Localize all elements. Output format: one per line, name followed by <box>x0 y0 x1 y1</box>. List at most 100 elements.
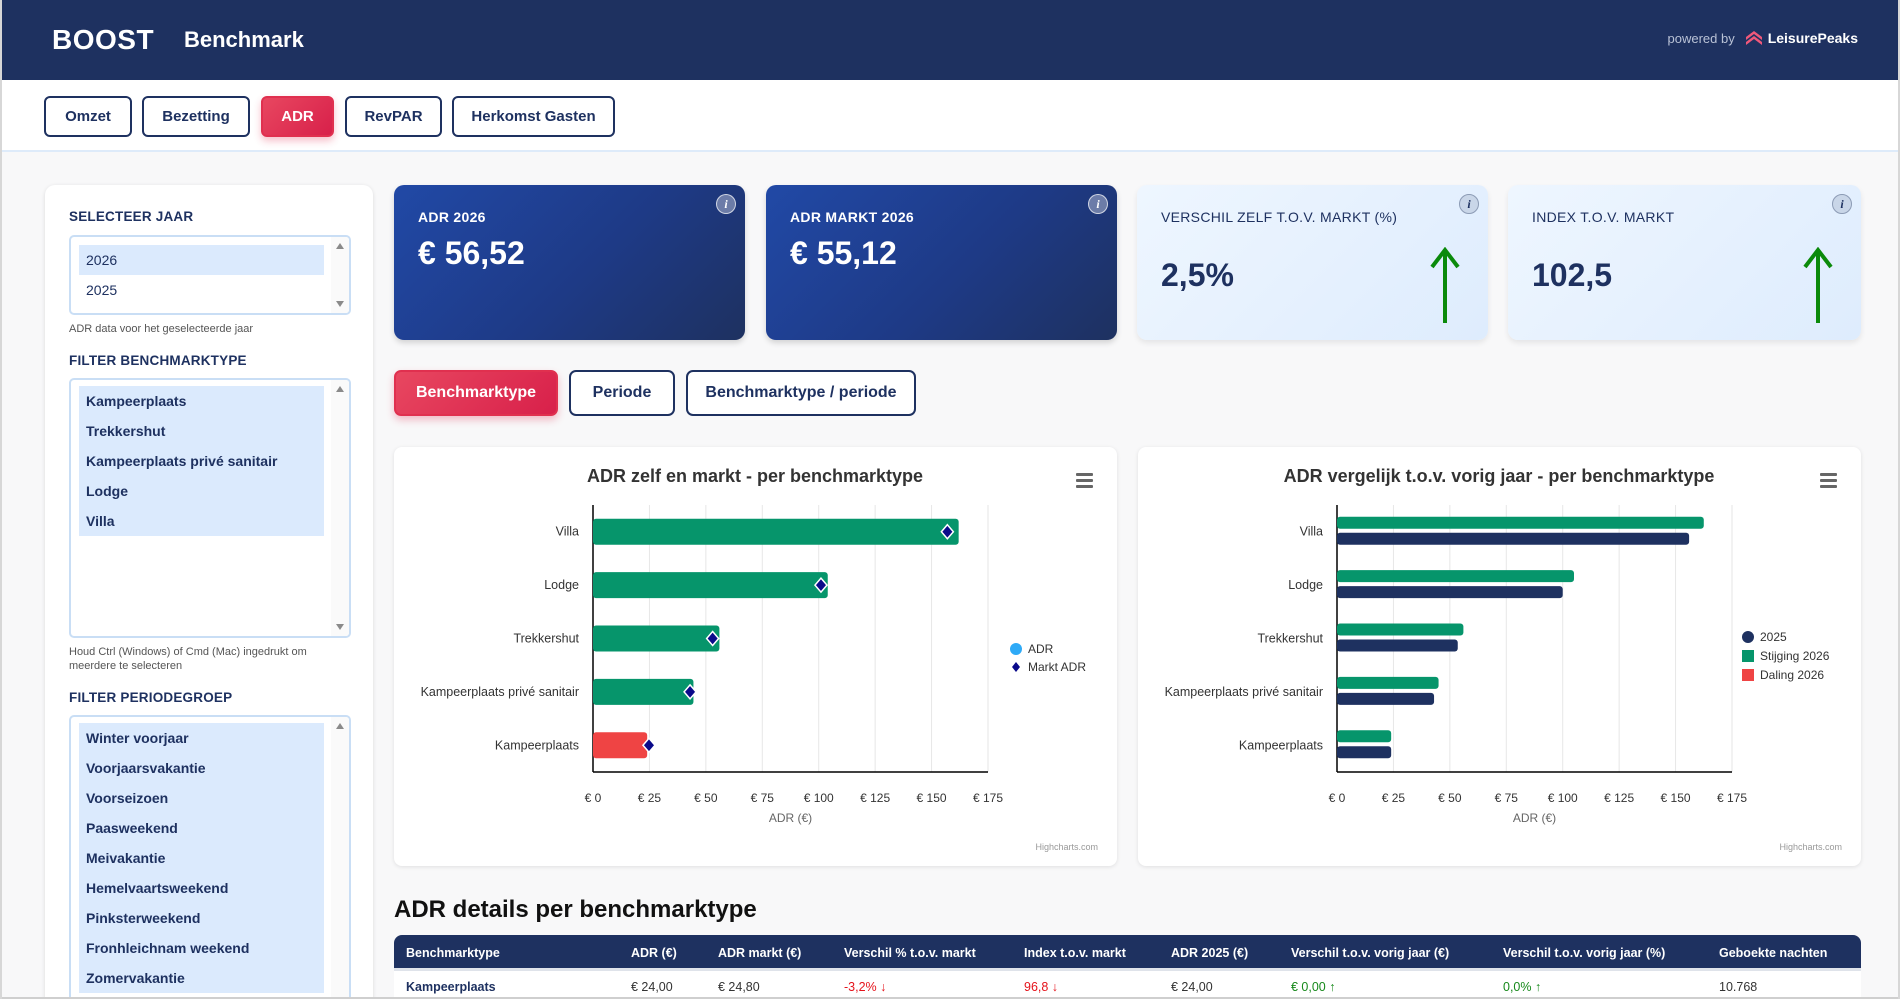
x-tick-label: € 75 <box>751 791 775 805</box>
benchmarktype-scrollbar[interactable] <box>331 380 349 636</box>
benchmarktype-label: FILTER BENCHMARKTYPE <box>69 353 247 368</box>
legend-symbol <box>1012 662 1020 672</box>
kpi-label: ADR 2026 <box>418 209 486 225</box>
column-header[interactable]: Benchmarktype <box>406 946 500 960</box>
y-category-label: Kampeerplaats privé sanitair <box>1165 685 1323 699</box>
scroll-up-icon[interactable] <box>336 386 344 392</box>
marker-markt-adr <box>940 523 955 540</box>
column-header[interactable]: ADR markt (€) <box>718 946 802 960</box>
kpi-card-adr: ADR 2026 € 56,52 i <box>394 185 745 340</box>
bar-adr <box>593 678 694 705</box>
bar-2026 <box>1337 623 1464 636</box>
tab-herkomst-gasten[interactable]: Herkomst Gasten <box>452 96 615 137</box>
bar-2025 <box>1337 532 1690 545</box>
column-header[interactable]: Verschil t.o.v. vorig jaar (€) <box>1291 946 1450 960</box>
page-title: Benchmark <box>184 27 304 52</box>
cell-index-markt: 96,8 ↓ <box>1024 980 1059 994</box>
x-tick-label: € 175 <box>973 791 1003 805</box>
benchmarktype-option[interactable]: Kampeerplaats privé sanitair <box>79 446 324 476</box>
tab-bezetting[interactable]: Bezetting <box>142 96 250 137</box>
trend-up-arrow-icon <box>1430 247 1460 323</box>
marker-markt-adr <box>813 576 828 594</box>
info-icon[interactable]: i <box>1832 194 1852 214</box>
periodegroep-option[interactable]: Voorjaarsvakantie <box>79 753 324 783</box>
brand-logo: BOOST <box>52 24 155 55</box>
benchmarktype-option[interactable]: Lodge <box>79 476 324 506</box>
info-icon[interactable]: i <box>1459 194 1479 214</box>
x-tick-label: € 0 <box>1329 791 1346 805</box>
scroll-up-icon[interactable] <box>336 243 344 249</box>
scroll-up-icon[interactable] <box>336 723 344 729</box>
bar-adr <box>593 572 828 599</box>
benchmarktype-option[interactable]: Kampeerplaats <box>79 386 324 416</box>
cell-adr: € 24,00 <box>631 980 673 994</box>
periodegroep-option[interactable]: Pinksterweekend <box>79 903 324 933</box>
year-scrollbar[interactable] <box>331 237 349 313</box>
y-category-label: Lodge <box>544 578 579 592</box>
subtab-benchmarktype-periode[interactable]: Benchmarktype / periode <box>686 370 916 416</box>
column-header[interactable]: ADR 2025 (€) <box>1171 946 1249 960</box>
year-select[interactable]: 2026 2025 <box>69 235 351 315</box>
periodegroep-option[interactable]: Voorseizoen <box>79 783 324 813</box>
bar-2026 <box>1337 676 1439 689</box>
cell-geboekte-nachten: 10.768 <box>1719 980 1758 994</box>
chart-adr-vergelijk-vorig-jaar: ADR vergelijk t.o.v. vorig jaar - per be… <box>1138 447 1861 866</box>
subtab-periode[interactable]: Periode <box>569 370 675 416</box>
info-icon[interactable]: i <box>1088 194 1108 214</box>
benchmarktype-hint: Houd Ctrl (Windows) of Cmd (Mac) ingedru… <box>69 646 307 672</box>
year-option[interactable]: 2026 <box>79 245 324 275</box>
chart-menu-icon[interactable] <box>1820 473 1837 491</box>
legend-symbol <box>1010 643 1022 655</box>
benchmarktype-option[interactable]: Trekkershut <box>79 416 324 446</box>
scroll-down-icon[interactable] <box>336 301 344 307</box>
subtab-benchmarktype[interactable]: Benchmarktype <box>394 370 558 416</box>
periodegroep-option[interactable]: Winter voorjaar <box>79 723 324 753</box>
column-header[interactable]: ADR (€) <box>631 946 677 960</box>
benchmarktype-select[interactable]: Kampeerplaats Trekkershut Kampeerplaats … <box>69 378 351 638</box>
benchmarktype-option[interactable]: Villa <box>79 506 324 536</box>
periodegroep-select[interactable]: Winter voorjaar Voorjaarsvakantie Voorse… <box>69 715 351 999</box>
tab-revpar[interactable]: RevPAR <box>345 96 442 137</box>
bar-2025 <box>1337 586 1563 599</box>
cell-verschil-markt: -3,2% ↓ <box>844 980 887 994</box>
legend-label: Daling 2026 <box>1760 668 1824 682</box>
cell-adr-2025: € 24,00 <box>1171 980 1213 994</box>
kpi-card-index-markt: INDEX T.O.V. MARKT 102,5 i <box>1508 185 1861 340</box>
x-axis-title: ADR (€) <box>1513 811 1556 825</box>
year-hint: ADR data voor het geselecteerde jaar <box>69 323 254 335</box>
y-category-label: Kampeerplaats <box>1239 738 1323 752</box>
periodegroep-scrollbar[interactable] <box>331 717 349 999</box>
chart-title: ADR vergelijk t.o.v. vorig jaar - per be… <box>1284 466 1715 486</box>
y-category-label: Kampeerplaats privé sanitair <box>421 685 579 699</box>
scroll-down-icon[interactable] <box>336 624 344 630</box>
info-icon[interactable]: i <box>716 194 736 214</box>
year-option[interactable]: 2025 <box>86 282 118 298</box>
periodegroep-option[interactable]: Hemelvaartsweekend <box>79 873 324 903</box>
y-category-label: Villa <box>556 525 579 539</box>
periodegroep-option[interactable]: Paasweekend <box>79 813 324 843</box>
column-header[interactable]: Verschil % t.o.v. markt <box>844 946 976 960</box>
column-header[interactable]: Index t.o.v. markt <box>1024 946 1126 960</box>
partner-logo[interactable]: LeisurePeaks <box>1745 30 1858 46</box>
y-category-label: Villa <box>1300 525 1323 539</box>
powered-by-label: powered by <box>1667 30 1735 46</box>
column-header[interactable]: Verschil t.o.v. vorig jaar (%) <box>1503 946 1666 960</box>
x-tick-label: € 150 <box>917 791 947 805</box>
kpi-label: INDEX T.O.V. MARKT <box>1532 209 1675 225</box>
bar-adr <box>593 625 720 652</box>
tab-omzet[interactable]: Omzet <box>44 96 132 137</box>
details-table: Benchmarktype ADR (€) ADR markt (€) Vers… <box>394 935 1861 999</box>
periodegroep-option[interactable]: Fronhleichnam weekend <box>79 933 324 963</box>
periodegroep-option[interactable]: Zomervakantie <box>79 963 324 993</box>
year-label: SELECTEER JAAR <box>69 209 194 224</box>
powered-by: powered by LeisurePeaks <box>1667 30 1858 46</box>
column-header[interactable]: Geboekte nachten <box>1719 946 1828 960</box>
x-tick-label: € 25 <box>638 791 662 805</box>
bar-2025 <box>1337 692 1435 705</box>
periodegroep-option[interactable]: Meivakantie <box>79 843 324 873</box>
tab-adr[interactable]: ADR <box>261 96 334 137</box>
x-tick-label: € 75 <box>1495 791 1519 805</box>
chart-menu-icon[interactable] <box>1076 473 1093 491</box>
x-tick-label: € 125 <box>860 791 890 805</box>
kpi-value: € 55,12 <box>790 235 897 271</box>
